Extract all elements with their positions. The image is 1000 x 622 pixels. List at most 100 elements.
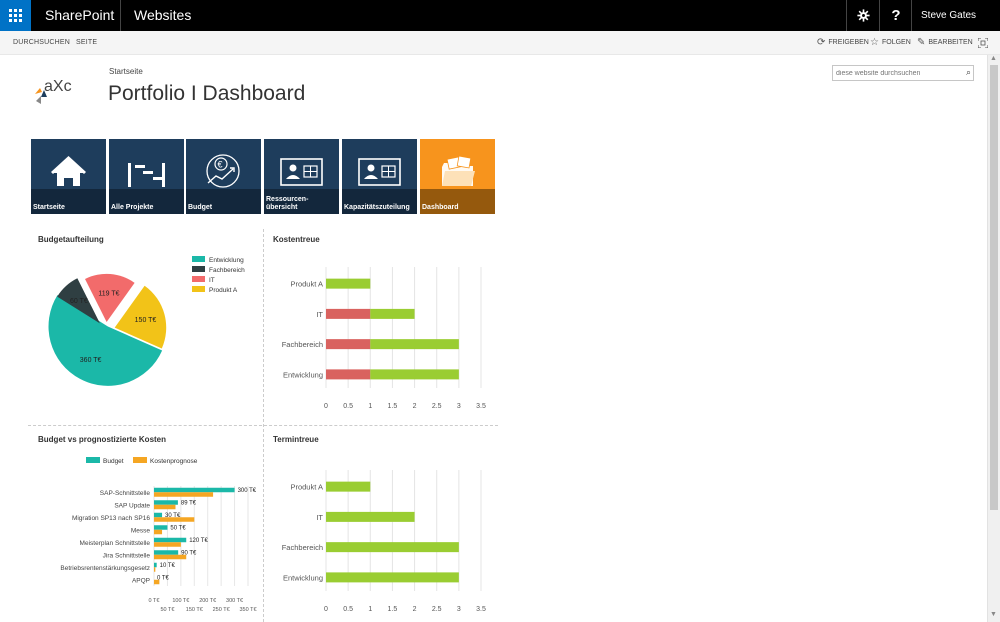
- x-tick-label: 2.5: [432, 403, 442, 410]
- x-tick-label: 250 T€: [213, 607, 230, 613]
- x-tick-label: 0: [324, 606, 328, 613]
- y-category-label: Meisterplan Schnittstelle: [80, 540, 151, 547]
- x-tick-label: 3.5: [476, 403, 486, 410]
- pie-slice: [85, 273, 135, 323]
- focus-content-icon[interactable]: [978, 31, 988, 55]
- suite-divider: [846, 0, 847, 31]
- page-scrollbar[interactable]: ▲ ▼: [987, 55, 1000, 622]
- y-category-label: Produkt A: [290, 483, 323, 492]
- scroll-down-icon[interactable]: ▼: [990, 611, 997, 618]
- pencil-icon: ✎: [917, 37, 926, 48]
- y-category-label: Entwicklung: [283, 370, 323, 379]
- logo-text: aXc: [44, 78, 72, 95]
- page-title: Portfolio I Dashboard: [108, 82, 306, 105]
- gear-icon[interactable]: [846, 0, 880, 31]
- user-name[interactable]: Steve Gates: [921, 10, 977, 21]
- app-launcher-icon[interactable]: [0, 0, 31, 31]
- suite-divider: [120, 0, 121, 31]
- tile-kapazitaetszuteilung[interactable]: Kapazitätszuteilung: [342, 139, 417, 214]
- legend-label: Entwicklung: [209, 257, 244, 264]
- bar-kostenprognose: [154, 579, 160, 585]
- tab-durchsuchen[interactable]: DURCHSUCHEN: [13, 39, 71, 46]
- gantt-icon: [128, 163, 165, 187]
- bar-budget: [154, 500, 178, 505]
- bar-value-label: 300 T€: [238, 488, 257, 494]
- bar-chart-termintreue: 0 0.5 1 1.5 2 2.5 3 3.5 Produkt A IT Fachbereich En…: [282, 470, 486, 613]
- section-divider: [263, 229, 264, 622]
- pie-slice-label: 119 T€: [98, 290, 119, 297]
- x-tick-label: 0: [324, 403, 328, 410]
- breadcrumb[interactable]: Startseite: [109, 67, 143, 76]
- legend-swatch: [192, 266, 205, 272]
- search-input[interactable]: [833, 66, 957, 80]
- follow-button[interactable]: ☆ FOLGEN: [870, 31, 911, 55]
- bar: [326, 481, 371, 492]
- bar-kostenprognose: [154, 504, 176, 510]
- legend-label: Kostenprognose: [150, 458, 198, 465]
- y-category-label: Messe: [131, 527, 151, 534]
- pie-slice-label: 150 T€: [135, 317, 157, 324]
- pie-slice: [114, 285, 167, 349]
- bar-budget: [154, 487, 235, 493]
- app-name[interactable]: SharePoint: [45, 7, 115, 23]
- tile-dashboard[interactable]: Dashboard: [420, 139, 495, 214]
- edit-button[interactable]: ✎ BEARBEITEN: [917, 31, 973, 55]
- tile-budget[interactable]: € Budget: [186, 139, 261, 214]
- x-tick-label: 200 T€: [199, 598, 216, 604]
- bar: [326, 339, 371, 350]
- x-tick-label: 0.5: [343, 403, 353, 410]
- legend-swatch: [192, 256, 205, 262]
- follow-label: FOLGEN: [881, 39, 911, 46]
- suite-divider: [911, 0, 912, 31]
- euro-growth-icon: €: [206, 154, 240, 188]
- section-title[interactable]: Websites: [134, 7, 192, 23]
- tile-startseite[interactable]: Startseite: [31, 139, 106, 214]
- bar-budget: [154, 562, 157, 568]
- scroll-thumb[interactable]: [990, 65, 998, 510]
- legend-swatch: [192, 286, 205, 292]
- bar-value-label: 120 T€: [189, 538, 208, 544]
- suite-divider: [879, 0, 880, 31]
- bar-value-label: 10 T€: [160, 563, 176, 569]
- tile-label: Dashboard: [420, 189, 495, 214]
- y-category-label: Betriebsrentenstärkungsgesetz: [60, 565, 150, 572]
- share-icon: ⟳: [817, 37, 826, 48]
- bar: [326, 369, 371, 380]
- legend-swatch: [133, 457, 147, 463]
- help-icon[interactable]: ?: [891, 7, 901, 24]
- x-tick-label: 300 T€: [226, 598, 243, 604]
- bar: [326, 308, 371, 319]
- star-icon: ☆: [870, 37, 879, 48]
- bar-kostenprognose: [154, 554, 187, 560]
- share-button[interactable]: ⟳ FREIGEBEN: [817, 31, 869, 55]
- tile-label: Kapazitätszuteilung: [342, 189, 417, 214]
- tile-alle-projekte[interactable]: Alle Projekte: [109, 139, 184, 214]
- x-tick-label: 350 T€: [239, 607, 256, 613]
- x-tick-label: 3: [457, 403, 461, 410]
- y-category-label: Entwicklung: [283, 573, 323, 582]
- tab-seite[interactable]: SEITE: [76, 39, 98, 46]
- ribbon-bar: DURCHSUCHEN SEITE ⟳ FREIGEBEN ☆ FOLGEN ✎…: [0, 31, 1000, 55]
- tile-ressourcenuebersicht[interactable]: Ressourcen- übersicht: [264, 139, 339, 214]
- x-tick-label: 1: [368, 606, 372, 613]
- folder-images-icon: [442, 155, 475, 186]
- scroll-up-icon[interactable]: ▲: [990, 55, 997, 62]
- site-logo[interactable]: aXc: [31, 70, 87, 110]
- x-tick-label: 1: [368, 403, 372, 410]
- x-tick-label: 1.5: [388, 403, 398, 410]
- pie-slice-label: 360 T€: [80, 357, 102, 364]
- bar: [326, 572, 459, 583]
- bar-kostenprognose: [154, 492, 214, 497]
- site-search[interactable]: ⌕: [832, 65, 974, 81]
- y-category-label: APQP: [132, 577, 150, 584]
- bar-value-label: 0 T€: [157, 575, 170, 581]
- bar-value-label: 30 T€: [165, 513, 181, 519]
- bar-budget: [154, 550, 179, 555]
- bar-kostenprognose: [154, 529, 163, 535]
- x-tick-label: 1.5: [388, 606, 398, 613]
- tile-label: Startseite: [31, 189, 106, 214]
- svg-text:€: €: [218, 160, 223, 170]
- search-icon[interactable]: ⌕: [965, 67, 971, 77]
- bar-value-label: 90 T€: [181, 550, 197, 556]
- bar-value-label: 89 T€: [181, 500, 197, 506]
